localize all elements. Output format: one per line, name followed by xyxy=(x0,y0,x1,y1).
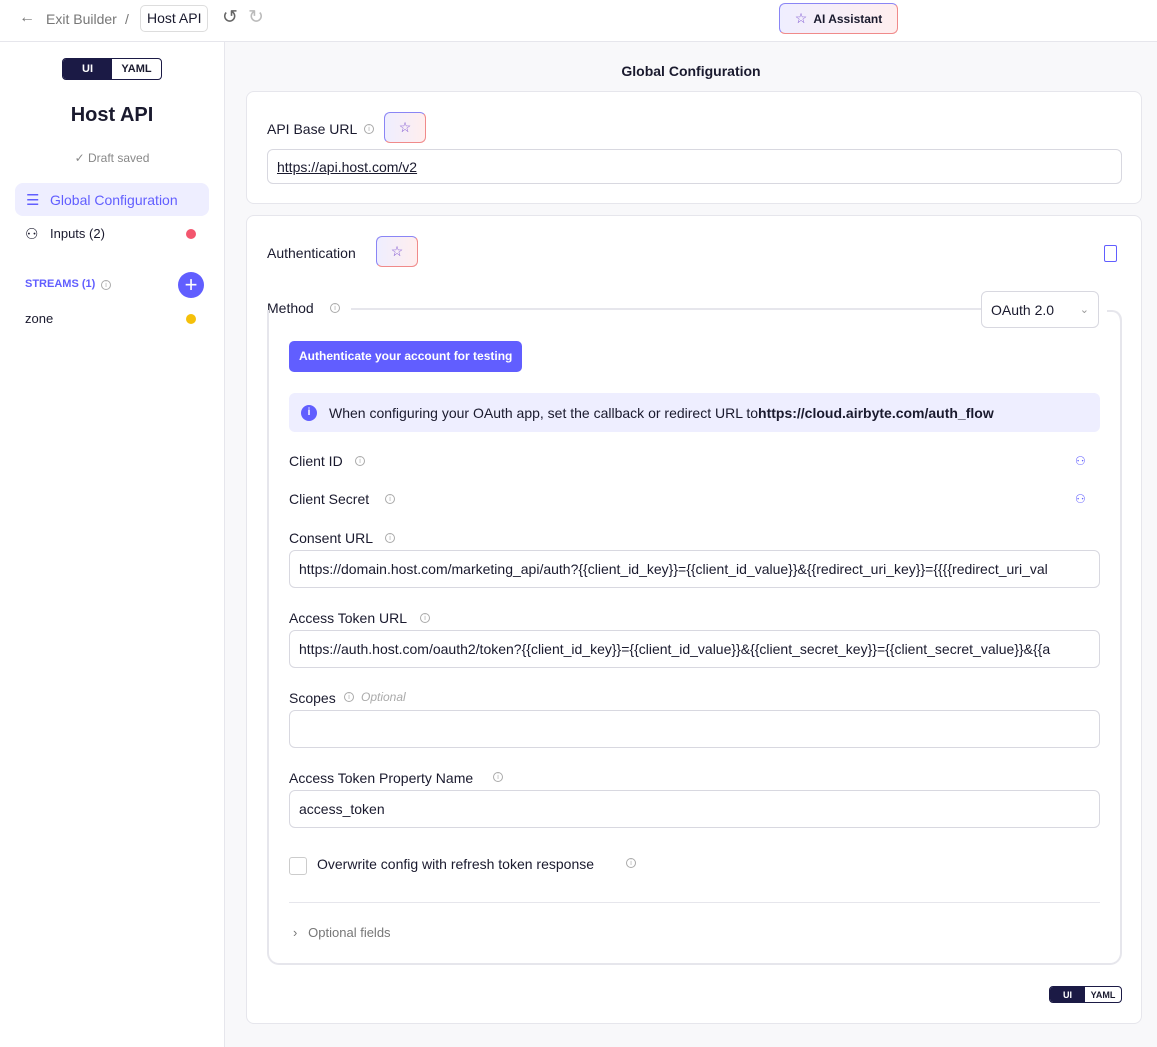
streams-heading: STREAMS (1) xyxy=(25,278,96,290)
check-icon: ✓ xyxy=(74,151,89,165)
divider xyxy=(289,902,1100,903)
sidebar-item-label: Inputs (2) xyxy=(50,226,105,241)
callout-text: When configuring your OAuth app, set the… xyxy=(329,404,759,421)
redo-icon[interactable]: ↻ xyxy=(248,7,264,28)
info-icon: i xyxy=(626,858,636,868)
sidebar-item-label: Global Configuration xyxy=(50,191,178,208)
optional-fields-label: Optional fields xyxy=(308,925,391,940)
page-title: Global Configuration xyxy=(621,63,761,79)
api-base-url-input[interactable]: https://api.host.com/v2 xyxy=(267,149,1122,184)
connector-name-field[interactable]: Host API xyxy=(140,5,209,32)
info-icon: i xyxy=(364,124,374,134)
connector-title: Host API xyxy=(70,104,154,126)
access-token-property-input[interactable]: access_token xyxy=(289,790,1100,828)
api-base-url-card: API Base URL i ☆ https://api.host.com/v2 xyxy=(246,91,1142,204)
user-input-icon[interactable]: ⚇ xyxy=(1075,492,1086,506)
back-arrow-icon[interactable]: ← xyxy=(19,9,35,26)
client-secret-label: Client Secret xyxy=(289,491,370,507)
top-bar: ← Exit Builder / Host API ↺ ↻ ☆ AI Assis… xyxy=(0,0,1157,42)
divider xyxy=(351,308,981,310)
add-stream-button[interactable]: + xyxy=(178,272,204,298)
chevron-down-icon: ⌄ xyxy=(1079,304,1089,316)
method-select-value: OAuth 2.0 xyxy=(991,301,1055,318)
undo-icon[interactable]: ↺ xyxy=(222,7,238,28)
callback-url: https://cloud.airbyte.com/auth_flow xyxy=(758,404,994,421)
view-mode-toggle[interactable]: UI YAML xyxy=(62,58,162,80)
ui-toggle[interactable]: UI xyxy=(63,59,112,79)
client-id-label: Client ID xyxy=(289,453,343,469)
info-icon: i xyxy=(385,494,395,504)
optional-tag: Optional xyxy=(361,690,406,704)
scopes-label: Scopes xyxy=(289,690,336,706)
info-icon: i xyxy=(355,456,365,466)
method-select[interactable]: OAuth 2.0 ⌄ xyxy=(981,291,1099,328)
breadcrumb-separator: / xyxy=(125,11,129,27)
bottom-view-mode-toggle[interactable]: UI YAML xyxy=(1049,986,1122,1003)
exit-builder-link[interactable]: Exit Builder xyxy=(46,11,117,27)
stream-item-zone[interactable]: zone xyxy=(25,311,54,326)
sidebar-item-global-configuration[interactable]: ☰ Global Configuration xyxy=(15,183,209,216)
info-icon: i xyxy=(493,772,503,782)
consent-url-label: Consent URL xyxy=(289,530,374,546)
sparkle-star-icon: ☆ xyxy=(794,10,808,26)
sparkle-star-icon: ☆ xyxy=(398,119,412,135)
consent-url-input[interactable]: https://domain.host.com/marketing_api/au… xyxy=(289,550,1100,588)
user-icon: ⚇ xyxy=(25,225,39,243)
sparkle-star-icon: ☆ xyxy=(390,243,404,259)
ai-assist-button[interactable]: ☆ xyxy=(376,236,418,267)
info-icon: i xyxy=(101,280,111,290)
info-filled-icon: i xyxy=(301,404,317,421)
callback-info-callout: i When configuring your OAuth app, set t… xyxy=(289,393,1100,432)
scopes-input[interactable] xyxy=(289,710,1100,748)
docs-book-icon[interactable] xyxy=(1104,245,1117,262)
optional-fields-toggle[interactable]: › Optional fields xyxy=(293,925,391,940)
overwrite-config-checkbox[interactable] xyxy=(289,857,307,875)
info-icon: i xyxy=(344,692,354,702)
ai-assistant-label: AI Assistant xyxy=(813,11,883,26)
ui-toggle[interactable]: UI xyxy=(1050,987,1086,1002)
chevron-right-icon: › xyxy=(293,925,309,940)
access-token-url-input[interactable]: https://auth.host.com/oauth2/token?{{cli… xyxy=(289,630,1100,668)
info-icon: i xyxy=(385,533,395,543)
user-input-icon[interactable]: ⚇ xyxy=(1075,454,1086,468)
info-icon: i xyxy=(420,613,430,623)
method-fieldset xyxy=(267,310,1122,965)
overwrite-config-label: Overwrite config with refresh token resp… xyxy=(317,856,595,872)
access-token-property-label: Access Token Property Name xyxy=(289,770,474,786)
authentication-card: Authentication ☆ Method i OAuth 2.0 ⌄ Aut… xyxy=(246,215,1142,1024)
draft-status: Draft saved xyxy=(88,151,150,165)
ai-assist-button[interactable]: ☆ xyxy=(384,112,426,143)
sliders-icon: ☰ xyxy=(26,191,40,209)
api-base-url-label: API Base URL xyxy=(267,121,358,137)
info-icon: i xyxy=(330,303,340,313)
authentication-label: Authentication xyxy=(267,245,356,261)
sidebar-item-inputs[interactable]: ⚇ Inputs (2) xyxy=(15,217,209,250)
access-token-url-label: Access Token URL xyxy=(289,610,408,626)
yaml-toggle[interactable]: YAML xyxy=(1090,989,1116,1000)
yaml-toggle[interactable]: YAML xyxy=(121,63,152,75)
ai-assistant-button[interactable]: ☆ AI Assistant xyxy=(779,3,898,34)
sidebar: UI YAML Host API ✓ Draft saved ☰ Global … xyxy=(0,42,225,1047)
warning-status-dot xyxy=(186,314,196,324)
error-status-dot xyxy=(186,229,196,239)
authenticate-button[interactable]: Authenticate your account for testing xyxy=(289,341,523,372)
